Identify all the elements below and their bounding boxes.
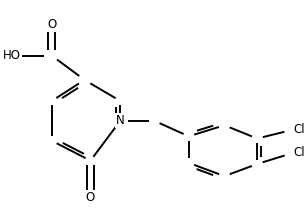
Text: N: N (116, 114, 125, 127)
Text: HO: HO (2, 49, 21, 62)
Text: O: O (47, 18, 56, 31)
Text: Cl: Cl (293, 146, 305, 159)
Text: O: O (86, 191, 95, 204)
Text: Cl: Cl (293, 123, 305, 136)
